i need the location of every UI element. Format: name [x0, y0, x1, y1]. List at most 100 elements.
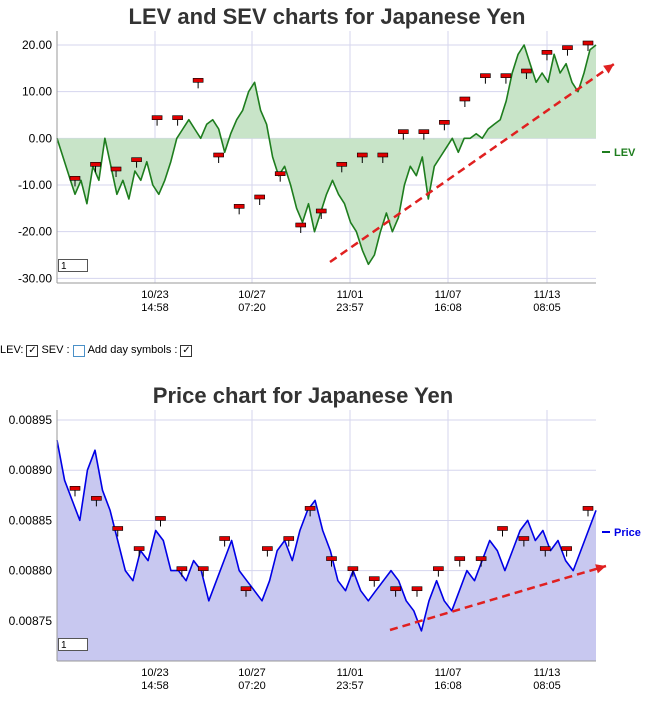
series-line [56, 439, 597, 632]
y-tick-label: 10.00 [22, 85, 52, 99]
trend-arrow-line [389, 564, 607, 632]
lev-chart-title: LEV and SEV charts for Japanese Yen [128, 4, 526, 29]
day-marker [368, 576, 380, 581]
day-symbols-label: Add day symbols : [87, 344, 178, 356]
day-marker [454, 556, 466, 561]
day-marker [91, 496, 102, 501]
day-marker [336, 162, 348, 167]
day-marker [377, 152, 389, 158]
day-marker [582, 506, 594, 511]
y-tick-label: -30.00 [18, 271, 52, 285]
lev-index-input[interactable]: 1 [58, 259, 88, 272]
day-marker [69, 176, 81, 181]
x-tick-date: 11/01 [337, 289, 364, 301]
y-tick-label: -20.00 [18, 225, 52, 239]
lev-toggle-label: LEV: [0, 344, 24, 356]
day-marker [172, 115, 183, 120]
day-marker [562, 45, 573, 50]
day-marker [295, 222, 307, 228]
series-line [56, 44, 597, 266]
day-marker [262, 546, 273, 551]
x-tick-date: 11/01 [337, 667, 364, 679]
trend-arrow-head [603, 64, 614, 74]
series-area [57, 45, 596, 265]
y-tick-label: -10.00 [18, 178, 52, 192]
x-tick-time: 16:08 [434, 302, 462, 314]
day-marker [110, 166, 122, 172]
day-marker [176, 566, 188, 571]
x-tick-date: 11/13 [534, 667, 561, 679]
chart-controls: LEV: ✓ SEV : Add day symbols : ✓ [0, 344, 195, 357]
legend-label: Price [614, 527, 641, 539]
day-marker [155, 516, 166, 521]
y-tick-label: 0.00885 [9, 513, 53, 527]
x-tick-time: 14:58 [141, 302, 169, 314]
x-tick-time: 08:05 [533, 302, 561, 314]
x-tick-date: 10/27 [238, 667, 266, 679]
trend-arrow-line [329, 62, 615, 264]
day-marker [133, 546, 145, 551]
day-marker [347, 566, 359, 571]
lev-checkbox[interactable]: ✓ [26, 345, 39, 357]
day-marker [475, 556, 487, 561]
day-marker [480, 73, 491, 78]
legend-label: LEV [614, 147, 636, 159]
day-marker [254, 194, 265, 200]
day-marker [500, 73, 512, 78]
day-marker [497, 526, 508, 531]
day-marker [411, 586, 423, 592]
day-marker [561, 546, 572, 551]
day-marker [274, 171, 286, 176]
day-marker [326, 556, 337, 561]
day-marker [390, 586, 401, 592]
x-tick-date: 11/13 [534, 289, 561, 301]
day-marker [90, 162, 101, 167]
y-tick-label: 0.00875 [9, 614, 53, 628]
day-marker [539, 546, 551, 551]
y-tick-label: 20.00 [22, 38, 52, 52]
day-symbols-checkbox[interactable]: ✓ [180, 345, 193, 357]
day-marker [219, 536, 230, 541]
sev-toggle-label: SEV : [41, 344, 70, 356]
day-marker [521, 68, 532, 74]
day-marker [439, 120, 450, 125]
y-tick-label: 0.00890 [9, 463, 53, 477]
x-tick-date: 10/27 [238, 289, 266, 301]
day-marker [582, 40, 594, 46]
price-chart-title: Price chart for Japanese Yen [152, 383, 454, 408]
day-marker [131, 157, 142, 162]
x-tick-time: 08:05 [533, 680, 561, 692]
day-marker [541, 50, 553, 55]
x-tick-time: 16:08 [434, 680, 462, 692]
trend-arrow-head [595, 564, 606, 574]
x-tick-time: 23:57 [336, 302, 364, 314]
day-marker [459, 96, 471, 102]
y-tick-label: 0.00895 [9, 413, 53, 427]
day-marker [356, 152, 368, 158]
day-marker [192, 78, 204, 83]
day-marker [315, 208, 327, 214]
day-marker [518, 536, 530, 541]
lev-chart: 20.00 10.00 0.00 -10.00 -20.00 -30.00 10/2314:… [18, 31, 636, 314]
sev-checkbox[interactable] [72, 345, 85, 357]
day-marker [151, 115, 163, 120]
day-marker [240, 586, 252, 592]
day-marker [112, 526, 124, 531]
x-tick-time: 07:20 [238, 680, 266, 692]
day-marker [418, 129, 430, 134]
day-marker [304, 506, 316, 511]
day-marker [233, 204, 245, 209]
x-tick-date: 10/23 [141, 667, 169, 679]
x-tick-time: 23:57 [336, 680, 364, 692]
series-area [57, 440, 596, 661]
x-tick-date: 10/23 [141, 289, 169, 301]
x-tick-date: 11/07 [435, 667, 462, 679]
y-tick-label: 0.00880 [9, 564, 53, 578]
x-tick-date: 11/07 [435, 289, 462, 301]
price-index-input[interactable]: 1 [58, 638, 88, 651]
day-marker [283, 536, 295, 541]
x-tick-time: 07:20 [238, 302, 266, 314]
day-marker [69, 486, 81, 491]
y-tick-label: 0.00 [29, 131, 53, 145]
